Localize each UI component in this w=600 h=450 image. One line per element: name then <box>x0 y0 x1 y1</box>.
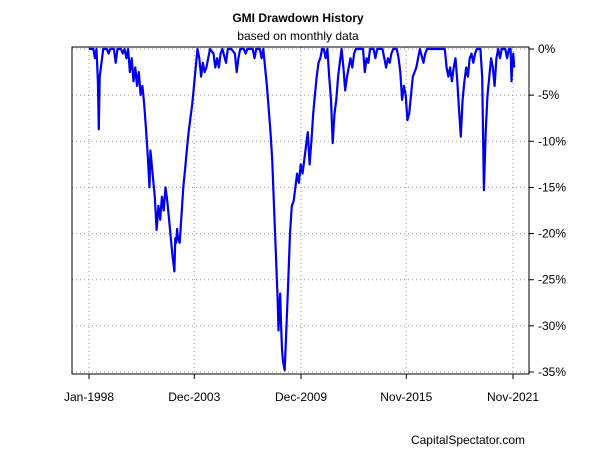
drawdown-series-line <box>89 47 516 372</box>
y-tick-label: -10% <box>538 134 566 148</box>
y-tick-label: -25% <box>538 273 566 287</box>
x-tick-label: Dec-2009 <box>275 390 327 404</box>
grid <box>72 47 529 374</box>
plot-frame <box>71 46 530 375</box>
y-tick-label: -35% <box>538 365 566 379</box>
y-tick-label: -15% <box>538 180 566 194</box>
y-tick-label: 0% <box>538 42 556 56</box>
x-tick-label: Jan-1998 <box>64 390 114 404</box>
y-tick-label: -30% <box>538 319 566 333</box>
y-tick-label: -20% <box>538 227 566 241</box>
y-axis: 0% -5% -10% -15% -20% -25% -30% -35% <box>529 42 566 379</box>
source-credit: CapitalSpectator.com <box>411 433 525 447</box>
x-tick-label: Nov-2015 <box>380 390 432 404</box>
x-axis: Jan-1998 Dec-2003 Dec-2009 Nov-2015 Nov-2021 <box>64 374 539 404</box>
chart-title: GMI Drawdown History <box>232 11 364 25</box>
series-layer <box>89 47 516 372</box>
x-tick-label: Nov-2021 <box>487 390 539 404</box>
chart-subtitle: based on monthly data <box>237 29 359 43</box>
y-tick-label: -5% <box>538 88 560 102</box>
x-tick-label: Dec-2003 <box>168 390 220 404</box>
